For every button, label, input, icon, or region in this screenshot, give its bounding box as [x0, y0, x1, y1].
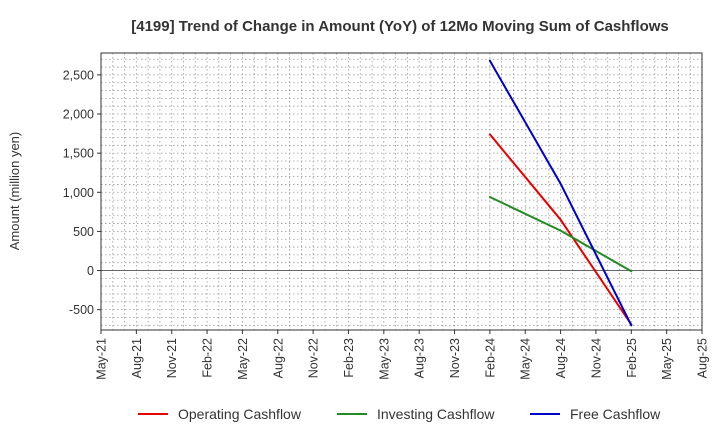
x-tick-label: May-25 — [660, 338, 674, 380]
legend: Operating Cashflow Investing Cashflow Free… — [138, 406, 661, 422]
x-tick-label: Aug-21 — [130, 338, 144, 378]
legend-entry: Operating Cashflow — [178, 406, 302, 422]
y-tick-label: -500 — [69, 303, 94, 317]
x-tick-label: Nov-21 — [165, 338, 179, 378]
x-tick-label: Aug-23 — [413, 338, 427, 378]
plot-area: -500 0 500 1,000 1,500 2,000 2,500 May-21 Aug-21… — [63, 52, 710, 380]
series-line — [488, 133, 633, 326]
x-tick-label: Nov-23 — [448, 338, 462, 378]
plot-border — [100, 52, 703, 331]
y-tick-label: 2,500 — [63, 68, 94, 82]
y-tick-label: 0 — [87, 264, 94, 278]
x-tick-label: Nov-24 — [589, 338, 603, 378]
series-line — [488, 196, 633, 273]
y-tick-label: 2,000 — [63, 108, 94, 122]
x-tick-label: Feb-25 — [625, 338, 639, 378]
x-tick-label: May-22 — [236, 338, 250, 380]
x-tick-label: Feb-23 — [342, 338, 356, 378]
y-tick-label: 1,500 — [63, 147, 94, 161]
x-tick-label: Aug-24 — [554, 338, 568, 378]
plot-background — [101, 53, 702, 330]
x-tick-label: May-24 — [519, 338, 533, 380]
chart-title: [4199] Trend of Change in Amount (YoY) o… — [131, 18, 669, 35]
y-tick-label: 1,000 — [63, 186, 94, 200]
x-tick-label: Aug-25 — [696, 338, 710, 378]
series-line — [488, 59, 633, 327]
x-tick-label: Feb-22 — [201, 338, 215, 378]
y-tick-label: 500 — [73, 225, 94, 239]
x-tick-label: May-21 — [95, 338, 109, 380]
x-tick-label: Aug-22 — [271, 338, 285, 378]
x-tick-label: May-23 — [377, 338, 391, 380]
y-axis-label: Amount (million yen) — [7, 132, 22, 251]
x-tick-label: Feb-24 — [483, 338, 497, 378]
legend-entry: Investing Cashflow — [377, 406, 495, 422]
legend-entry: Free Cashflow — [570, 406, 661, 422]
x-tick-label: Nov-22 — [307, 338, 321, 378]
